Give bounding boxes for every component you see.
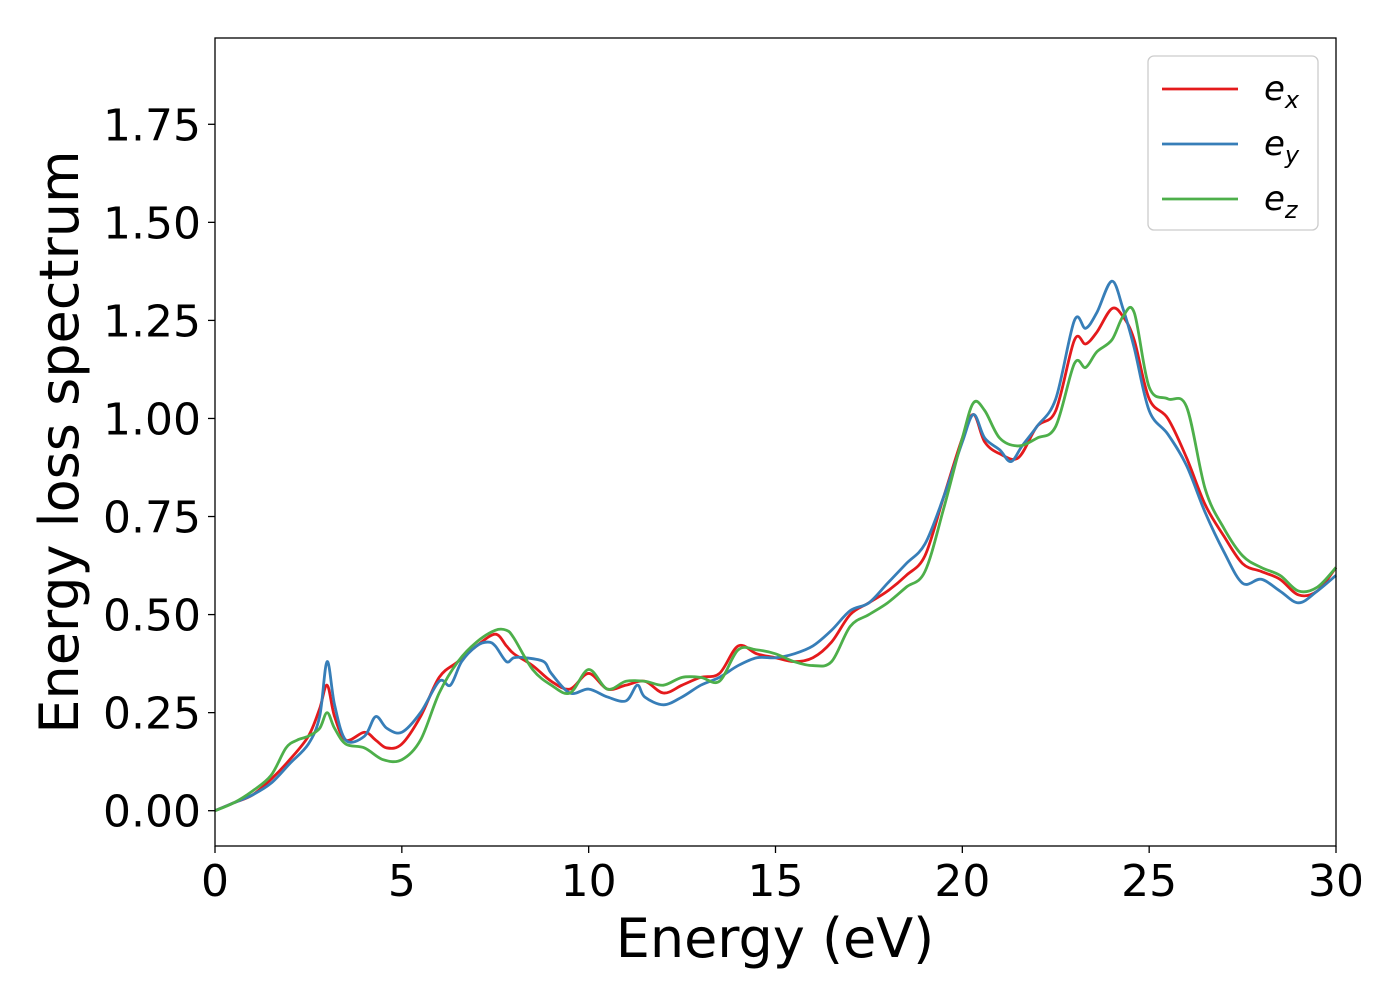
x-axis-label: Energy (eV) — [616, 907, 935, 970]
x-tick-label: 10 — [561, 856, 617, 907]
x-tick-label: 25 — [1121, 856, 1177, 907]
x-tick-label: 15 — [748, 856, 804, 907]
legend-label-ex: ex — [1264, 69, 1300, 114]
x-tick-label: 30 — [1308, 856, 1364, 907]
x-tick-label: 20 — [934, 856, 990, 907]
series-line-ez — [214, 306, 1338, 812]
y-tick-label: 1.25 — [103, 296, 201, 347]
x-tick-label: 0 — [201, 856, 229, 907]
y-tick-label: 0.25 — [103, 689, 201, 740]
y-axis: 0.00 0.25 0.50 0.75 1.00 1.25 1.50 1.75 — [103, 100, 215, 838]
plot-lines — [214, 279, 1338, 812]
y-tick-label: 0.00 — [103, 787, 201, 838]
y-tick-label: 1.75 — [103, 100, 201, 151]
x-tick-label: 5 — [388, 856, 416, 907]
y-axis-label: Energy loss spectrum — [28, 150, 91, 733]
y-tick-label: 1.00 — [103, 394, 201, 445]
legend-label-ey: ey — [1264, 124, 1300, 169]
x-axis: 0 5 10 15 20 25 30 — [201, 846, 1364, 907]
y-tick-label: 0.75 — [103, 493, 201, 544]
series-line-ex — [214, 306, 1338, 812]
y-tick-label: 0.50 — [103, 591, 201, 642]
y-tick-label: 1.50 — [103, 198, 201, 249]
series-line-ey — [214, 279, 1337, 812]
